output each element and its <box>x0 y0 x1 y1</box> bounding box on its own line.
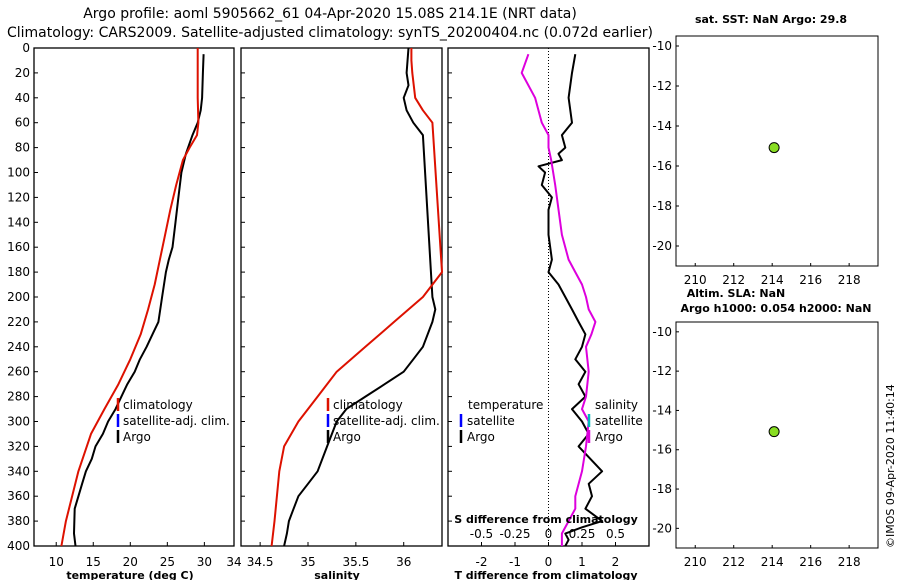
map-bottom-x-tick-label: 216 <box>799 555 822 569</box>
difference-x-tick-label: 0 <box>545 555 553 569</box>
legend-diff-s-argo-label: Argo <box>595 430 623 444</box>
map-bottom-x-tick-label: 214 <box>761 555 784 569</box>
map-bottom-x-tick-label: 212 <box>722 555 745 569</box>
legend-sal-climatology-label: climatology <box>333 398 403 412</box>
map-bottom-y-tick-label: -10 <box>652 325 672 339</box>
temperature-panel-frame <box>33 47 235 547</box>
depth-tick-label: 100 <box>7 166 30 180</box>
depth-tick-label: 220 <box>7 315 30 329</box>
figure-title-line2: Climatology: CARS2009. Satellite-adjuste… <box>6 25 654 41</box>
map-top-y-tick-label: -10 <box>652 39 672 53</box>
sst-title: sat. SST: NaN Argo: 29.8 <box>695 13 847 26</box>
depth-tick-label: 360 <box>7 489 30 503</box>
temperature-x-tick-label: 20 <box>123 555 138 569</box>
map-top-y-tick-label: -18 <box>652 199 672 213</box>
temperature-x-tick-label: 10 <box>49 555 64 569</box>
map-top-argo-position-marker <box>768 142 780 154</box>
depth-tick-label: 300 <box>7 415 30 429</box>
depth-tick-label: 320 <box>7 439 30 453</box>
height-title: Argo h1000: 0.054 h2000: NaN <box>680 302 871 315</box>
temperature-series-argo <box>73 54 205 547</box>
map-bottom-x-tick-label: 210 <box>684 555 707 569</box>
salinity-x-tick-label: 35 <box>300 555 315 569</box>
map-bottom-y-tick-label: -14 <box>652 403 672 417</box>
map-bottom-y-tick-label: -16 <box>652 443 672 457</box>
temperature-series-climatology <box>60 48 200 547</box>
temperature-x-tick-label: 30 <box>197 555 212 569</box>
depth-tick-label: 260 <box>7 365 30 379</box>
salinity-x-tick-label: 34.5 <box>247 555 274 569</box>
legend-diff-t-argo-label: Argo <box>467 430 495 444</box>
map-top-y-tick-label: -14 <box>652 119 672 133</box>
sla-title: Altim. SLA: NaN <box>687 287 786 300</box>
salinity-series-climatology <box>270 48 443 547</box>
t-difference-axis-label: T difference from climatology <box>454 569 637 580</box>
depth-tick-label: 280 <box>7 390 30 404</box>
legend-diff-s-satellite-label: satellite <box>595 414 643 428</box>
depth-tick-label: 180 <box>7 265 30 279</box>
map-top-x-tick-label: 212 <box>722 273 745 287</box>
salinity-x-tick-label: 36 <box>396 555 411 569</box>
depth-tick-label: 400 <box>7 539 30 553</box>
map-top-frame <box>675 35 879 267</box>
difference-series-s-difference-argo- <box>520 53 597 546</box>
salinity-panel-frame <box>240 47 443 547</box>
s-difference-tick-label: -0.5 <box>470 527 493 541</box>
map-top-x-tick-label: 210 <box>684 273 707 287</box>
difference-x-tick-label: -2 <box>476 555 488 569</box>
imos-watermark: ©IMOS 09-Apr-2020 11:40:14 <box>884 384 897 548</box>
s-difference-tick-label: 0.5 <box>606 527 625 541</box>
depth-tick-label: 340 <box>7 464 30 478</box>
depth-tick-label: 140 <box>7 215 30 229</box>
salinity-x-tick-label: 35.5 <box>342 555 369 569</box>
depth-tick-label: 380 <box>7 514 30 528</box>
map-top-y-tick-label: -20 <box>652 239 672 253</box>
legend-diff-t-satellite-label: satellite <box>467 414 515 428</box>
depth-tick-label: 20 <box>15 66 30 80</box>
salinity-axis-label: salinity <box>314 569 360 580</box>
s-difference-tick-label: -0.25 <box>499 527 530 541</box>
depth-tick-label: 240 <box>7 340 30 354</box>
legend-temp-climatology-label: climatology <box>123 398 193 412</box>
legend-diff-temperature-heading: temperature <box>468 398 543 412</box>
legend-diff-salinity-heading: salinity <box>595 398 638 412</box>
map-bottom-x-tick-label: 218 <box>838 555 861 569</box>
temperature-x-tick-label: 15 <box>86 555 101 569</box>
legend-sal-satellite-label: satellite-adj. clim. <box>333 414 440 428</box>
depth-tick-label: 60 <box>15 116 30 130</box>
temperature-x-tick-label: 34 <box>226 555 241 569</box>
difference-x-tick-label: -1 <box>509 555 521 569</box>
map-top-x-tick-label: 214 <box>761 273 784 287</box>
figure-title-line1: Argo profile: aoml 5905662_61 04-Apr-202… <box>83 6 577 22</box>
depth-tick-label: 0 <box>22 41 30 55</box>
depth-tick-label: 200 <box>7 290 30 304</box>
legend-temp-argo-label: Argo <box>123 430 151 444</box>
map-top-y-tick-label: -12 <box>652 79 672 93</box>
map-top-y-tick-label: -16 <box>652 159 672 173</box>
map-bottom-y-tick-label: -18 <box>652 482 672 496</box>
temperature-axis-label: temperature (deg C) <box>66 569 193 580</box>
map-bottom-argo-position-marker <box>768 426 780 438</box>
salinity-series-argo <box>283 47 437 547</box>
map-bottom-y-tick-label: -20 <box>652 521 672 535</box>
s-difference-tick-label: 0.25 <box>569 527 596 541</box>
map-top-x-tick-label: 216 <box>799 273 822 287</box>
map-bottom-frame <box>675 321 879 549</box>
map-bottom-y-tick-label: -12 <box>652 364 672 378</box>
s-difference-axis-label: S difference from climatology <box>454 513 638 526</box>
depth-tick-label: 40 <box>15 91 30 105</box>
depth-tick-label: 120 <box>7 190 30 204</box>
difference-series-t-difference-argo- <box>537 54 604 547</box>
legend-temp-satellite-label: satellite-adj. clim. <box>123 414 230 428</box>
depth-tick-label: 160 <box>7 240 30 254</box>
map-top-x-tick-label: 218 <box>838 273 861 287</box>
temperature-x-tick-label: 25 <box>160 555 175 569</box>
difference-x-tick-label: 1 <box>578 555 586 569</box>
legend-sal-argo-label: Argo <box>333 430 361 444</box>
difference-x-tick-label: 2 <box>612 555 620 569</box>
depth-tick-label: 80 <box>15 141 30 155</box>
